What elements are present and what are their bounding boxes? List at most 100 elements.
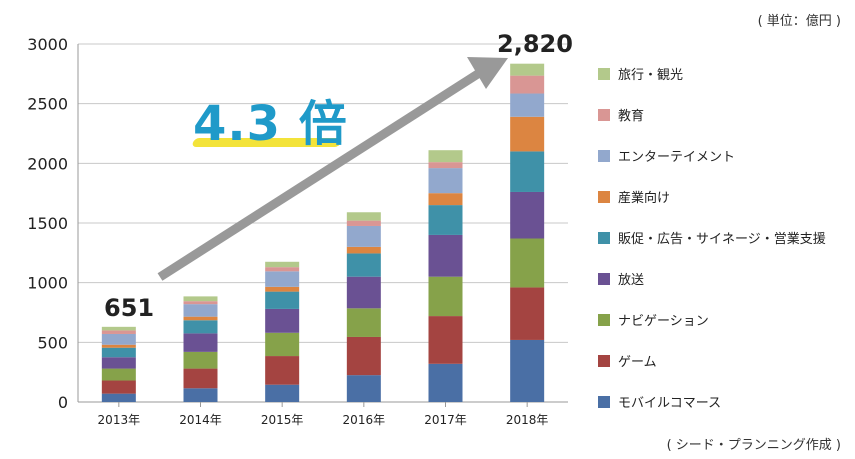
bar-segment xyxy=(101,368,136,381)
bar-segment xyxy=(510,63,545,76)
legend-label: 販促・広告・サイネージ・営業支援 xyxy=(618,232,826,247)
unit-label: ( 単位：億円 ) xyxy=(757,14,841,29)
legend-label: ナビゲーション xyxy=(618,314,709,329)
bar-segment xyxy=(183,304,218,317)
bar-segment xyxy=(428,276,463,317)
y-tick-label: 3000 xyxy=(27,35,68,54)
source-label: ( シード・プランニング作成 ) xyxy=(666,438,841,453)
bar-segment xyxy=(101,344,136,348)
legend-item: 教育 xyxy=(598,105,644,124)
bar-segment xyxy=(428,150,463,163)
legend-label: 産業向け xyxy=(618,191,671,206)
bar-segment xyxy=(346,375,381,402)
bars xyxy=(101,63,545,402)
bar-segment xyxy=(346,276,381,309)
bar-segment xyxy=(346,212,381,221)
bar-segment xyxy=(183,333,218,352)
legend-item: 販促・広告・サイネージ・営業支援 xyxy=(598,228,826,247)
y-tick-label: 500 xyxy=(37,333,68,352)
legend-swatch xyxy=(598,395,610,408)
x-tick-label: 2018年 xyxy=(506,413,549,427)
bar-segment xyxy=(265,267,300,272)
bar-segment xyxy=(265,291,300,309)
y-tick-label: 1500 xyxy=(27,214,68,233)
bar-segment xyxy=(346,225,381,247)
legend-label: モバイルコマース xyxy=(618,396,722,411)
bar-segment xyxy=(265,286,300,292)
legend-label: 教育 xyxy=(618,109,645,124)
bar-segment xyxy=(183,351,218,369)
legend-label: 放送 xyxy=(618,273,645,288)
legend-swatch xyxy=(598,231,610,244)
bar-segment xyxy=(183,368,218,389)
bar-segment xyxy=(510,287,545,340)
trend-arrow xyxy=(157,57,508,281)
legend-swatch xyxy=(598,67,610,80)
legend-label: ゲーム xyxy=(618,355,657,370)
bar-segment xyxy=(183,296,218,302)
bar-segment xyxy=(265,308,300,333)
bar-segment xyxy=(346,246,381,254)
bar-segment xyxy=(346,253,381,277)
bar-segment xyxy=(101,330,136,334)
growth-label: 4.3 倍 xyxy=(193,96,348,152)
bar-segment xyxy=(101,357,136,369)
bar-segment xyxy=(428,162,463,169)
bar-segment xyxy=(346,220,381,226)
bar-segment xyxy=(101,380,136,394)
legend-item: モバイルコマース xyxy=(598,392,721,411)
y-tick-label: 1000 xyxy=(27,274,68,293)
bar-segment xyxy=(428,168,463,194)
bar-segment xyxy=(428,316,463,364)
bar-segment xyxy=(183,388,218,402)
bar-segment xyxy=(510,116,545,152)
bar-segment xyxy=(510,191,545,239)
bar-segment xyxy=(101,326,136,331)
legend-item: ゲーム xyxy=(598,351,657,370)
x-tick-label: 2015年 xyxy=(261,413,304,427)
bar-segment xyxy=(265,384,300,402)
legend-swatch xyxy=(598,149,610,162)
bar-segment xyxy=(346,308,381,337)
y-tick-label: 2000 xyxy=(27,154,68,173)
bar-segment xyxy=(183,316,218,321)
bar-segment xyxy=(265,271,300,287)
y-tick-label: 0 xyxy=(58,393,68,412)
legend-item: ナビゲーション xyxy=(598,310,709,329)
axes xyxy=(77,44,568,407)
bar-segment xyxy=(265,332,300,357)
bar-segment xyxy=(510,93,545,117)
legend-swatch xyxy=(598,313,610,326)
bar-segment xyxy=(428,193,463,206)
x-tick-label: 2016年 xyxy=(343,413,386,427)
legend-label: 旅行・観光 xyxy=(618,68,684,83)
axis-ticks: 0 500 1000 1500 2000 2500 3000 2013年 2014年 2015年 2… xyxy=(27,35,548,427)
bar-segment xyxy=(183,301,218,305)
legend-item: 産業向け xyxy=(598,187,670,206)
bar-segment xyxy=(265,356,300,385)
first-total-label: 651 xyxy=(104,294,155,322)
bar-segment xyxy=(510,238,545,288)
x-tick-label: 2013年 xyxy=(98,413,141,427)
bar-segment xyxy=(428,205,463,235)
legend-item: 旅行・観光 xyxy=(598,64,683,83)
bar-segment xyxy=(510,75,545,94)
legend-label: エンターテイメント xyxy=(618,150,736,165)
bar-segment xyxy=(101,333,136,345)
bar-segment xyxy=(428,234,463,277)
legend-item: エンターテイメント xyxy=(598,146,735,165)
legend-swatch xyxy=(598,272,610,285)
legend-swatch xyxy=(598,190,610,203)
bar-segment xyxy=(428,363,463,402)
bar-segment xyxy=(101,347,136,358)
bar-segment xyxy=(101,393,136,402)
gridlines xyxy=(78,43,568,403)
y-tick-label: 2500 xyxy=(27,95,68,114)
legend-swatch xyxy=(598,354,610,367)
legend-item: 放送 xyxy=(598,269,644,288)
bar-segment xyxy=(510,339,545,402)
legend-swatch xyxy=(598,108,610,121)
last-total-label: 2,820 xyxy=(497,30,573,58)
bar-segment xyxy=(183,320,218,334)
x-tick-label: 2017年 xyxy=(424,413,467,427)
